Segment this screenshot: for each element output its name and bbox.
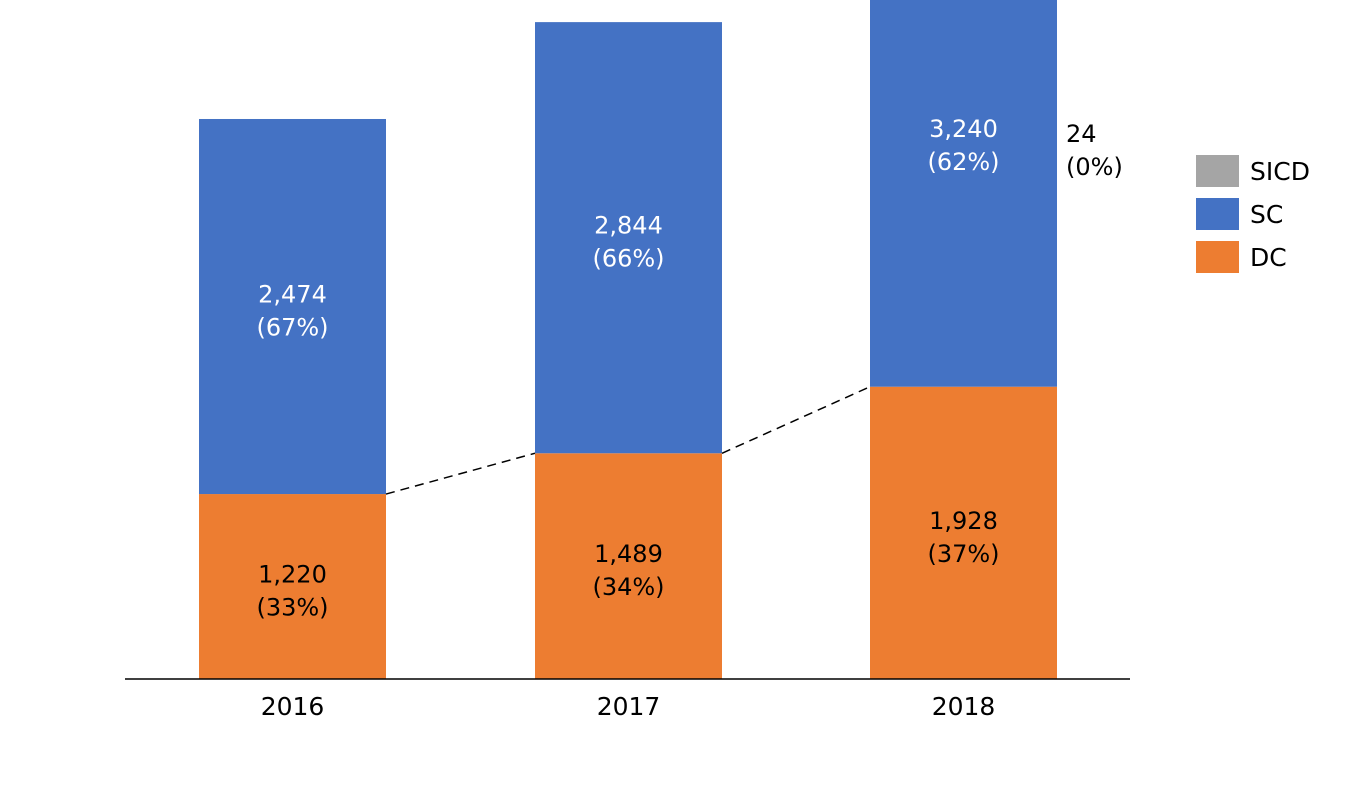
pct-label-dc-2018: (37%) — [927, 540, 999, 568]
segment-labels-group: 1,220 (33%) 2,474 (67%) 1,489 (34%) 2,844 (66%)… — [256, 115, 999, 621]
legend-swatch-dc — [1196, 241, 1239, 273]
x-tick-labels-group: 2016 2017 2018 — [261, 692, 996, 721]
x-tick-label-2017: 2017 — [597, 692, 661, 721]
bar-dc-2017 — [535, 453, 722, 679]
legend: SICD SC DC — [1196, 155, 1310, 273]
x-tick-label-2018: 2018 — [932, 692, 996, 721]
legend-label-sicd: SICD — [1250, 157, 1310, 186]
legend-label-sc: SC — [1250, 200, 1283, 229]
series-line-dc-2016-2017 — [385, 452, 536, 495]
bar-dc-2018 — [870, 386, 1057, 679]
x-tick-label-2016: 2016 — [261, 692, 325, 721]
legend-swatch-sicd — [1196, 155, 1239, 187]
series-line-dc-2017-2018 — [721, 386, 871, 454]
bar-dc-2016 — [199, 494, 386, 679]
pct-label-sc-2018: (62%) — [927, 148, 999, 176]
legend-label-dc: DC — [1250, 243, 1287, 272]
pct-label-sicd-2018: (0%) — [1066, 153, 1123, 181]
series-lines-group — [385, 386, 871, 495]
pct-label-sc-2016: (67%) — [256, 314, 328, 342]
value-label-dc-2017: 1,489 — [594, 540, 663, 568]
pct-label-dc-2017: (34%) — [592, 573, 664, 601]
value-label-sc-2016: 2,474 — [258, 281, 327, 309]
pct-label-sc-2017: (66%) — [592, 245, 664, 273]
callout-group: 24 (0%) — [1066, 120, 1123, 181]
value-label-dc-2016: 1,220 — [258, 561, 327, 589]
pct-label-dc-2016: (33%) — [256, 594, 328, 622]
legend-swatch-sc — [1196, 198, 1239, 230]
value-label-sc-2017: 2,844 — [594, 212, 663, 240]
bar-sc-2018 — [870, 0, 1057, 387]
bar-sc-2017 — [535, 22, 722, 454]
bars-group — [199, 0, 1057, 679]
bar-sc-2016 — [199, 118, 386, 495]
value-label-sc-2018: 3,240 — [929, 115, 998, 143]
value-label-sicd-2018: 24 — [1066, 120, 1097, 148]
value-label-dc-2018: 1,928 — [929, 507, 998, 535]
